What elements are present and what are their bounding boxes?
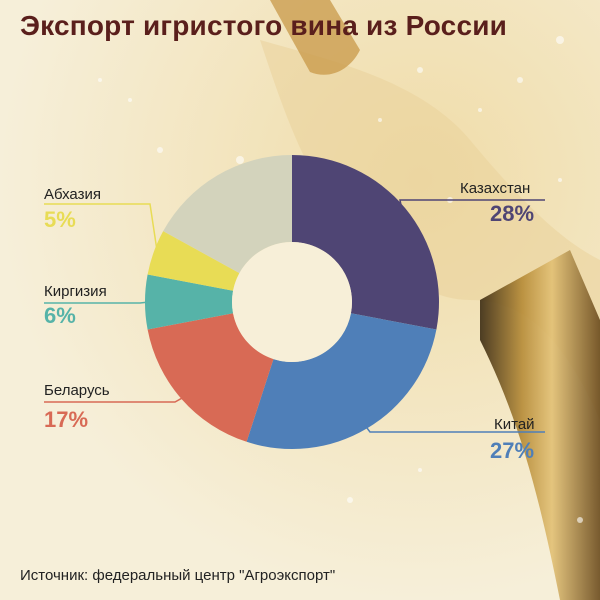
slice-china bbox=[246, 313, 437, 449]
splash-shape bbox=[260, 40, 600, 420]
slice-other bbox=[163, 155, 292, 274]
bubbles bbox=[98, 36, 583, 523]
slice-belarus bbox=[147, 313, 274, 442]
leader-line-abkhazia bbox=[44, 203, 159, 254]
leader-line-kazakhstan bbox=[399, 199, 545, 211]
pct-belarus: 17% bbox=[44, 407, 89, 432]
pct-abkhazia: 5% bbox=[44, 207, 76, 232]
label-china: Китай bbox=[494, 416, 535, 433]
label-kazakhstan: Казахстан bbox=[460, 180, 531, 197]
source-note: Источник: федеральный центр "Агроэкспорт… bbox=[20, 567, 336, 584]
slice-kazakhstan bbox=[292, 155, 439, 330]
slice-abkhazia bbox=[147, 231, 240, 291]
cork-shape bbox=[270, 0, 360, 75]
bottle-shape bbox=[480, 250, 600, 600]
pct-china: 27% bbox=[490, 438, 535, 463]
slice-kyrgyzstan bbox=[144, 274, 234, 330]
leader-line-belarus bbox=[44, 395, 186, 403]
pct-kyrgyzstan: 6% bbox=[44, 303, 76, 328]
leader-line-china bbox=[364, 424, 545, 433]
label-abkhazia: Абхазия bbox=[44, 186, 101, 203]
donut-hole bbox=[232, 242, 352, 362]
label-kyrgyzstan: Киргизия bbox=[44, 283, 107, 300]
pct-kazakhstan: 28% bbox=[490, 201, 535, 226]
chart-title: Экспорт игристого вина из России bbox=[20, 10, 508, 41]
label-belarus: Беларусь bbox=[44, 382, 110, 399]
leader-line-kyrgyzstan bbox=[44, 301, 150, 304]
